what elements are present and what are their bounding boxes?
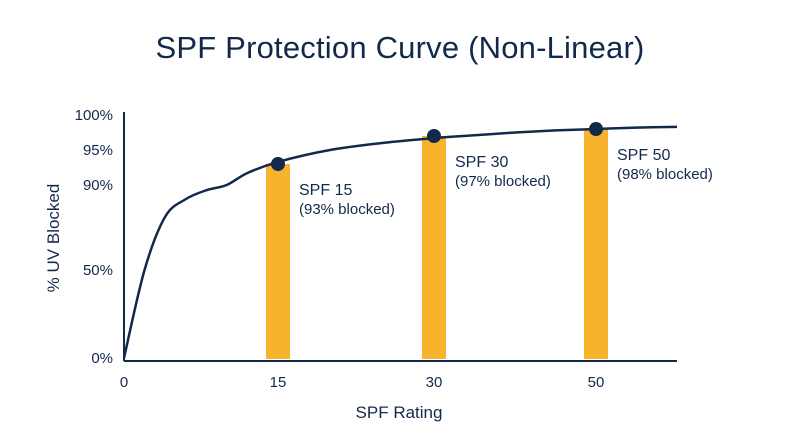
highlight-bars: [266, 129, 608, 359]
x-tick-label: 15: [270, 374, 287, 391]
x-axis-title: SPF Rating: [356, 403, 443, 422]
highlight-sublabel: (98% blocked): [617, 166, 713, 183]
y-tick-label: 50%: [83, 262, 113, 279]
highlight-label: SPF 30: [455, 154, 508, 171]
y-tick-label: 0%: [91, 350, 113, 367]
y-axis-title: % UV Blocked: [44, 184, 63, 293]
axes: [123, 112, 677, 362]
highlight-label: SPF 15: [299, 182, 352, 199]
x-tick-label: 50: [588, 374, 605, 391]
highlight-sublabel: (93% blocked): [299, 201, 395, 218]
y-tick-labels: 0% 50% 90% 95% 100%: [75, 107, 113, 367]
highlight-bar: [584, 129, 608, 359]
highlight-marker: [271, 157, 285, 171]
highlight-annotations: SPF 15 (93% blocked) SPF 30 (97% blocked) SP…: [299, 147, 713, 218]
chart-title: SPF Protection Curve (Non-Linear): [155, 30, 645, 65]
highlight-sublabel: (97% blocked): [455, 173, 551, 190]
highlight-label: SPF 50: [617, 147, 670, 164]
highlight-bar: [266, 164, 290, 359]
y-tick-label: 90%: [83, 177, 113, 194]
x-tick-label: 30: [426, 374, 443, 391]
y-tick-label: 100%: [75, 107, 113, 124]
highlight-bar: [422, 136, 446, 359]
highlight-markers: [271, 122, 603, 171]
x-tick-labels: 0 15 30 50: [120, 374, 605, 391]
protection-curve: [122, 125, 678, 359]
x-tick-label: 0: [120, 374, 128, 391]
y-tick-label: 95%: [83, 142, 113, 159]
highlight-marker: [589, 122, 603, 136]
highlight-marker: [427, 129, 441, 143]
